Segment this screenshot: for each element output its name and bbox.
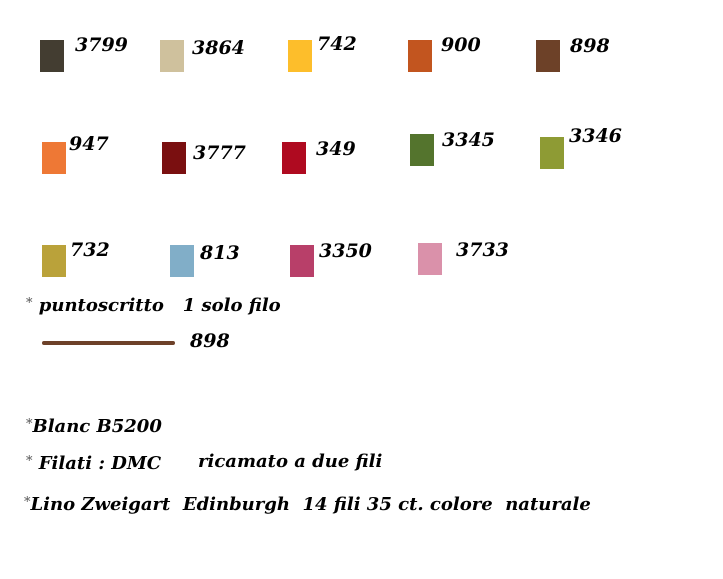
color-swatch-3350 <box>290 245 314 277</box>
color-swatch-3799 <box>40 40 64 72</box>
color-swatch-900 <box>408 40 432 72</box>
bullet-star: * <box>26 454 33 469</box>
color-swatch-947 <box>42 142 66 174</box>
threads-note: * Filati : DMC <box>26 455 161 473</box>
color-swatch-3864 <box>160 40 184 72</box>
backstitch-line-sample <box>42 341 175 345</box>
color-swatch-732 <box>42 245 66 277</box>
swatch-code-label: 349 <box>316 138 356 160</box>
swatch-code-label: 3733 <box>456 239 509 261</box>
color-swatch-3345 <box>410 134 434 166</box>
backstitch-note: * puntoscritto 1 solo filo <box>26 297 281 315</box>
swatch-code-label: 3799 <box>75 34 128 56</box>
swatch-code-label: 900 <box>441 34 481 56</box>
swatch-code-label: 3345 <box>442 129 495 151</box>
swatch-code-label: 3350 <box>319 240 372 262</box>
swatch-code-label: 3346 <box>569 125 622 147</box>
color-swatch-3346 <box>540 137 564 169</box>
bullet-star: * <box>26 296 33 311</box>
blanc-note: *Blanc B5200 <box>26 418 162 436</box>
color-swatch-3777 <box>162 142 186 174</box>
color-swatch-349 <box>282 142 306 174</box>
color-swatch-742 <box>288 40 312 72</box>
color-swatch-813 <box>170 245 194 277</box>
swatch-code-label: 813 <box>200 242 240 264</box>
swatch-code-label: 3864 <box>192 37 245 59</box>
blanc-text: Blanc B5200 <box>32 416 162 437</box>
swatch-code-label: 742 <box>317 33 357 55</box>
backstitch-text: puntoscritto 1 solo filo <box>38 295 281 316</box>
threads-note-detail: ricamato a due fili <box>198 451 383 472</box>
bullet-star: * <box>26 417 33 432</box>
swatch-code-label: 947 <box>69 133 109 155</box>
backstitch-code: 898 <box>190 330 230 352</box>
swatch-code-label: 898 <box>570 35 610 57</box>
swatch-code-label: 3777 <box>193 142 246 164</box>
threads-text: Filati : DMC <box>38 453 162 474</box>
fabric-note: *Lino Zweigart Edinburgh 14 fili 35 ct. … <box>24 496 591 514</box>
bullet-star: * <box>24 495 31 510</box>
color-swatch-3733 <box>418 243 442 275</box>
fabric-text: Lino Zweigart Edinburgh 14 fili 35 ct. c… <box>30 494 591 515</box>
swatch-code-label: 732 <box>70 239 110 261</box>
color-swatch-898 <box>536 40 560 72</box>
